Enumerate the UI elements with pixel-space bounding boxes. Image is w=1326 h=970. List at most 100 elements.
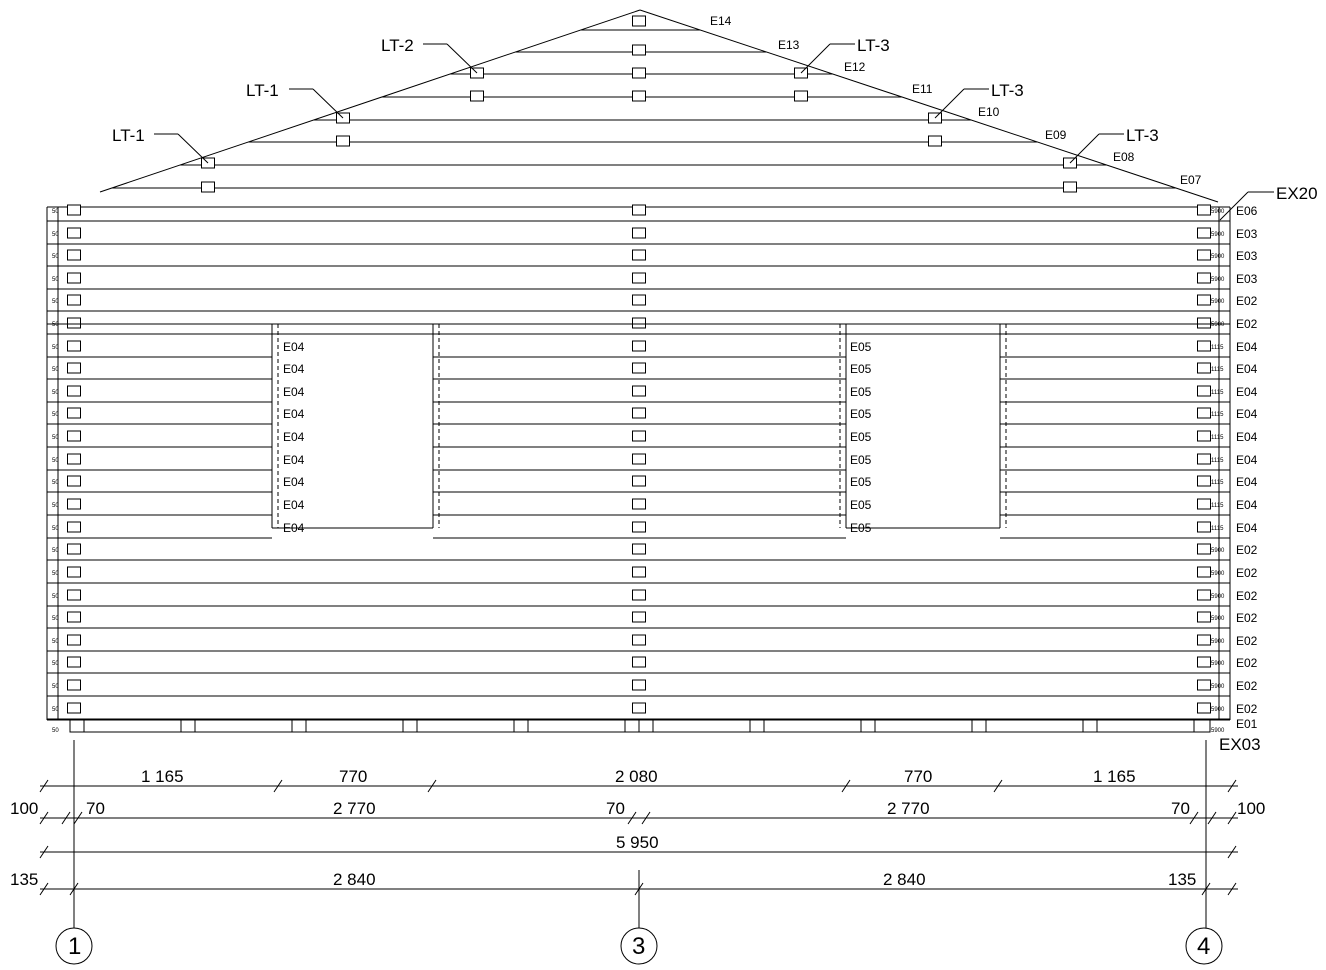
gable-left-dowel [201, 181, 215, 193]
right-log-label: E02 [1236, 294, 1258, 308]
dimension-tick [1227, 845, 1237, 859]
wall-left-dowel [67, 430, 81, 442]
dimension-tick [1227, 779, 1237, 793]
wall-right-dowel [1197, 521, 1211, 533]
wall-right-dowel [1197, 543, 1211, 555]
left-log-length: 50 [52, 299, 59, 305]
right-log-length: 5900 [1211, 209, 1225, 215]
right-log-length: 5900 [1211, 254, 1225, 260]
wall-center-dowel [632, 362, 646, 374]
gable-label-e11: E11 [912, 82, 933, 96]
dimension-tick [73, 811, 83, 825]
wall-right-dowel [1197, 656, 1211, 668]
right-log-label: E04 [1236, 430, 1258, 444]
dim-row2-mid-small: 70 [606, 799, 625, 818]
opening-left-log-label: E04 [283, 407, 305, 421]
right-log-label: E04 [1236, 362, 1258, 376]
opening-right-log-label: E05 [850, 521, 872, 535]
wall-right-dowel [1197, 453, 1211, 465]
wall-center-dowel [632, 543, 646, 555]
right-log-length: 5900 [1211, 232, 1225, 238]
wall-right-dowel [1197, 430, 1211, 442]
dimension-tick [641, 811, 651, 825]
wall-left-dowel [67, 227, 81, 239]
right-log-length: 1115 [1211, 367, 1224, 373]
left-log-length: 50 [52, 277, 59, 283]
right-log-label: E02 [1236, 589, 1258, 603]
right-log-length: 1115 [1211, 526, 1224, 532]
right-log-label: E02 [1236, 634, 1258, 648]
left-log-length: 50 [52, 503, 59, 509]
opening-left-log-label: E04 [283, 521, 305, 535]
wall-left-dowel [67, 249, 81, 261]
left-log-length: 50 [52, 412, 59, 418]
wall-right-dowel [1197, 340, 1211, 352]
dim-row4-left: 2 840 [333, 870, 376, 889]
wall-center-dowel [632, 340, 646, 352]
gable-left-dowel [336, 135, 350, 147]
wall-structure [39, 9, 1274, 965]
opening-right-log-label: E05 [850, 362, 872, 376]
wall-center-dowel [632, 589, 646, 601]
leader-lt-3 [1069, 133, 1100, 164]
right-log-length: 5900 [1211, 299, 1225, 305]
dim-row1-b: 770 [339, 767, 367, 786]
wall-left-dowel [67, 634, 81, 646]
right-log-length: 5900 [1211, 277, 1225, 283]
opening-left-log-label: E04 [283, 453, 305, 467]
wall-center-dowel [632, 475, 646, 487]
axis-label-4: 4 [1197, 933, 1210, 960]
right-log-label: E02 [1236, 611, 1258, 625]
gable-right-dowel [794, 90, 808, 102]
gable-center-dowel [632, 15, 646, 27]
wall-left-dowel [67, 521, 81, 533]
wall-left-dowel [67, 272, 81, 284]
left-log-length: 50 [52, 594, 59, 600]
log-labels: E14 E13 E12 E11 E10 E09 E08 E07 LT-2 LT-… [10, 14, 1318, 960]
opening-right-log-label: E05 [850, 453, 872, 467]
callout-lt-3-low: LT-3 [1126, 126, 1159, 145]
leader-ex20 [1219, 191, 1249, 221]
callout-ex20: EX20 [1276, 184, 1318, 203]
gable-label-e13: E13 [778, 38, 800, 52]
right-log-length: 5900 [1211, 616, 1225, 622]
right-log-length: 5900 [1211, 594, 1225, 600]
dimension-tick [841, 779, 851, 793]
wall-right-dowel [1197, 407, 1211, 419]
right-log-length: 5900 [1211, 571, 1225, 577]
left-log-length: 50 [52, 616, 59, 622]
dim-row2-right-edge: 100 [1237, 799, 1265, 818]
dim-row2-right-main: 2 770 [887, 799, 930, 818]
left-log-length: 50 [52, 367, 59, 373]
dim-row2-right-small: 70 [1171, 799, 1190, 818]
opening-left-log-label: E04 [283, 362, 305, 376]
wall-left-dowel [67, 204, 81, 216]
wall-left-dowel [67, 566, 81, 578]
callout-lt-2: LT-2 [381, 36, 414, 55]
axis-bubble-4 [1185, 927, 1223, 965]
opening-right-log-label: E05 [850, 430, 872, 444]
wall-right-dowel [1197, 227, 1211, 239]
dimension-tick [39, 779, 49, 793]
right-log-label: E04 [1236, 498, 1258, 512]
wall-right-dowel [1197, 634, 1211, 646]
left-log-length: 50 [52, 232, 59, 238]
gable-left-dowel [470, 90, 484, 102]
gable-label-e12: E12 [844, 60, 866, 74]
right-log-length: 5900 [1211, 728, 1225, 734]
wall-left-dowel [67, 656, 81, 668]
callout-lt-1-lower: LT-1 [112, 126, 145, 145]
gable-label-e14: E14 [710, 14, 732, 28]
right-log-length: 5900 [1211, 661, 1225, 667]
callout-lt-1-upper: LT-1 [246, 81, 279, 100]
wall-right-dowel [1197, 679, 1211, 691]
wall-right-dowel [1197, 385, 1211, 397]
wall-right-dowel [1197, 475, 1211, 487]
wall-center-dowel [632, 566, 646, 578]
dim-row2-left-small: 70 [86, 799, 105, 818]
left-log-length: 50 [52, 728, 59, 734]
right-log-length: 5900 [1211, 548, 1225, 554]
wall-left-dowel [67, 611, 81, 623]
dim-row4-right: 2 840 [883, 870, 926, 889]
